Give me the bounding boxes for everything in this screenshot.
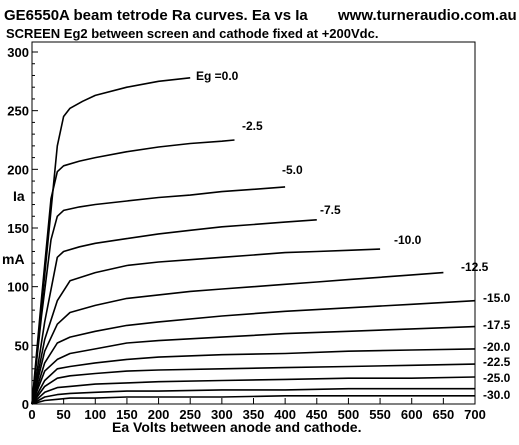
x-tick-label: 700 <box>464 407 486 422</box>
x-tick-label: 300 <box>211 407 233 422</box>
curve-series-4 <box>31 248 381 405</box>
x-tick-label: 400 <box>274 407 296 422</box>
x-tick-label: 200 <box>148 407 170 422</box>
curve-label: -30.0 <box>483 388 511 402</box>
curve-series-11 <box>31 387 475 405</box>
y-tick-label: 200 <box>7 162 29 177</box>
curve-series-9 <box>31 363 476 405</box>
x-tick-label: 0 <box>28 407 35 422</box>
y-axis-label-ia: Ia <box>13 188 25 204</box>
x-tick-label: 550 <box>369 407 391 422</box>
website-label: www.turneraudio.com.au <box>337 7 517 24</box>
y-tick-label: 100 <box>7 280 29 295</box>
x-axis-label: Ea Volts between anode and cathode. <box>112 419 361 435</box>
x-tick-label: 350 <box>243 407 265 422</box>
curve-series-0 <box>31 77 191 405</box>
curve-label: -7.5 <box>320 203 341 217</box>
x-tick-label: 100 <box>84 407 106 422</box>
x-tick-label: 50 <box>56 407 70 422</box>
curve-label: -17.5 <box>483 318 511 332</box>
chart-title: GE6550A beam tetrode Ra curves. Ea vs Ia <box>4 7 308 24</box>
y-axis-label-ma: mA <box>2 251 25 267</box>
y-tick-label: 300 <box>7 45 29 60</box>
y-tick-label: 250 <box>7 104 29 119</box>
x-tick-label: 250 <box>179 407 201 422</box>
curve-label: Eg =0.0 <box>196 69 239 83</box>
curve-series-1 <box>31 139 235 405</box>
curve-label: -22.5 <box>483 355 511 369</box>
curve-label: -2.5 <box>242 119 263 133</box>
curve-series-10 <box>31 376 476 405</box>
curve-series-7 <box>31 325 476 405</box>
curve-series-3 <box>31 219 317 405</box>
curve-series-12 <box>31 395 475 405</box>
x-tick-label: 500 <box>338 407 360 422</box>
y-tick-label: 150 <box>7 221 29 236</box>
curve-label: -5.0 <box>282 163 303 177</box>
curve-series-8 <box>31 348 476 405</box>
plot-area: 0 50 100 150 200 250 300 350 400 450 500 550 600 650 7… <box>7 41 511 422</box>
curve-label: -20.0 <box>483 340 511 354</box>
curve-series-5 <box>31 271 444 405</box>
curve-label: -25.0 <box>483 371 511 385</box>
x-tick-label: 450 <box>306 407 328 422</box>
y-tick-label: 50 <box>15 338 29 353</box>
curve-label: -15.0 <box>483 291 511 305</box>
x-tick-label: 150 <box>116 407 138 422</box>
curve-label: -10.0 <box>394 233 422 247</box>
curve-series-2 <box>31 186 286 405</box>
y-tick-label: 0 <box>22 397 29 412</box>
curve-series-6 <box>31 299 476 405</box>
chart-subtitle: SCREEN Eg2 between screen and cathode fi… <box>6 26 378 41</box>
x-tick-label: 650 <box>433 407 455 422</box>
curve-label: -12.5 <box>461 260 489 274</box>
x-tick-label: 600 <box>401 407 423 422</box>
